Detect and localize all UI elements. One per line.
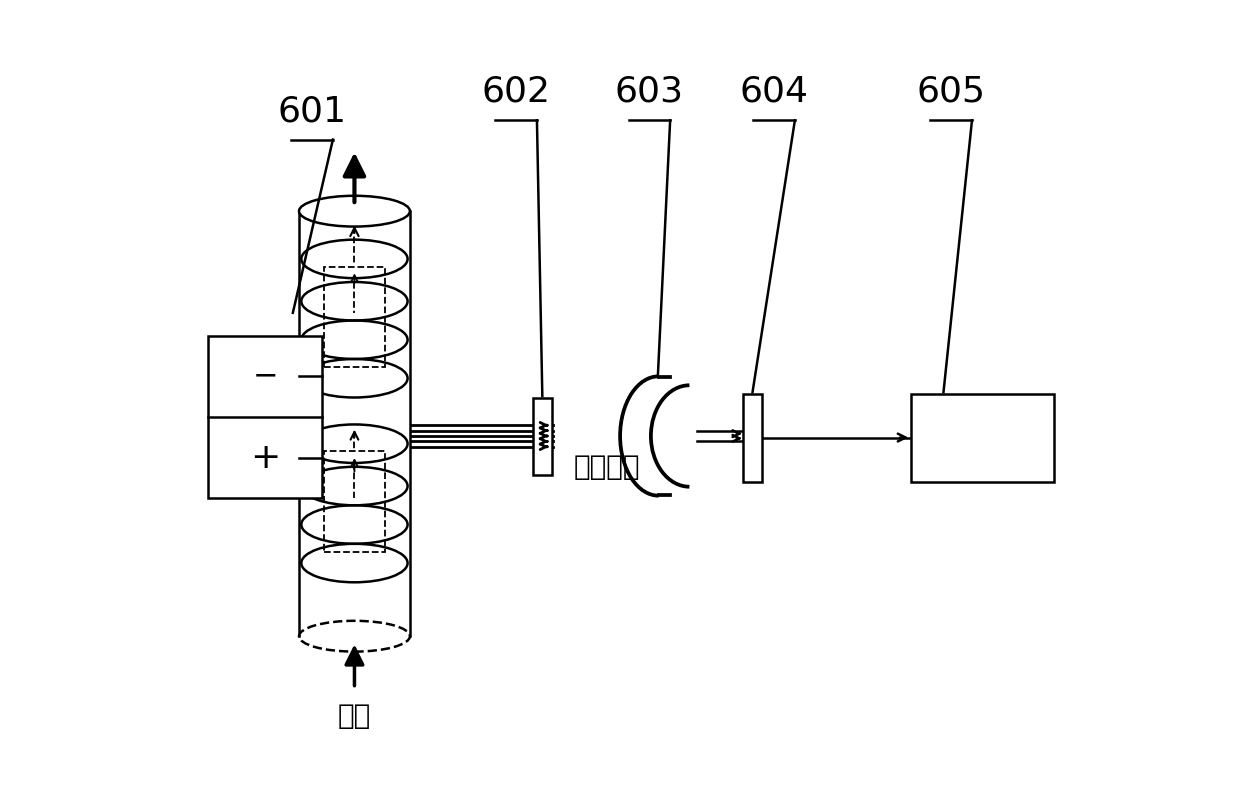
Ellipse shape: [299, 196, 410, 227]
Bar: [324, 266, 386, 367]
Text: +: +: [250, 441, 280, 475]
Text: 载气: 载气: [337, 701, 371, 730]
Text: 发射光谱: 发射光谱: [574, 453, 640, 481]
Text: 605: 605: [916, 75, 986, 109]
Bar: [743, 394, 761, 482]
Text: −: −: [253, 361, 278, 390]
Text: 601: 601: [278, 94, 347, 128]
Bar: [324, 451, 386, 552]
Text: 603: 603: [615, 75, 683, 109]
Bar: [911, 394, 1054, 482]
Bar: [533, 398, 552, 475]
Bar: [208, 336, 322, 497]
Bar: [697, 432, 743, 441]
Text: 604: 604: [739, 75, 808, 109]
Text: 602: 602: [481, 75, 551, 109]
